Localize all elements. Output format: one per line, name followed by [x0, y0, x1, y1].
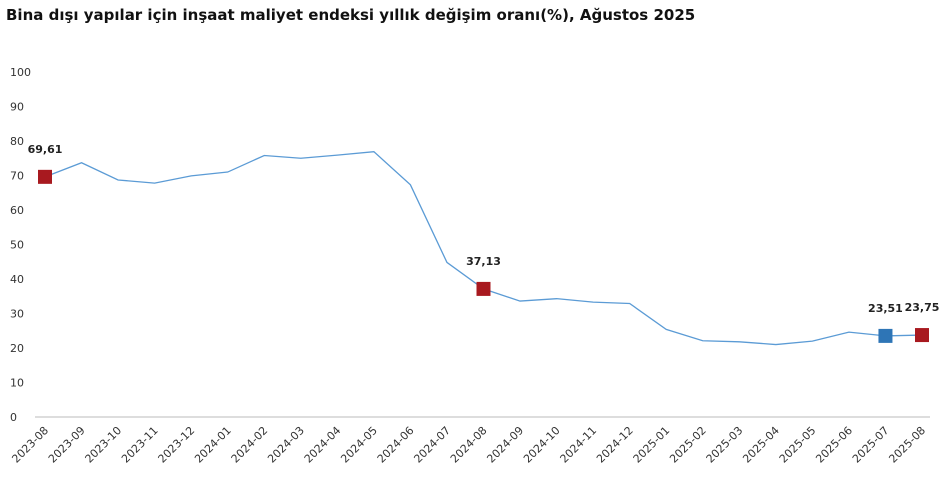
x-tick-label: 2025-05	[777, 424, 819, 466]
y-tick-label: 10	[10, 377, 24, 390]
y-tick-label: 30	[10, 308, 24, 321]
y-tick-label: 40	[10, 273, 24, 286]
y-tick-label: 100	[10, 66, 31, 79]
y-tick-label: 60	[10, 204, 24, 217]
data-label: 69,61	[28, 143, 63, 156]
x-tick-label: 2025-02	[667, 424, 709, 466]
x-tick-label: 2024-07	[411, 424, 453, 466]
x-tick-label: 2024-02	[229, 424, 271, 466]
marker	[476, 281, 491, 296]
x-tick-label: 2025-08	[886, 424, 928, 466]
x-tick-label: 2024-12	[594, 424, 636, 466]
x-tick-label: 2024-01	[192, 424, 234, 466]
x-tick-label: 2024-03	[265, 424, 307, 466]
x-tick-label: 2023-11	[119, 424, 161, 466]
x-tick-label: 2025-01	[631, 424, 673, 466]
x-tick-label: 2024-04	[302, 424, 344, 466]
data-label: 37,13	[466, 255, 501, 268]
chart-title: Bina dışı yapılar için inşaat maliyet en…	[6, 6, 695, 24]
x-tick-label: 2025-04	[740, 424, 782, 466]
x-tick-label: 2023-12	[156, 424, 198, 466]
y-tick-label: 70	[10, 170, 24, 183]
marker	[915, 328, 929, 343]
data-label: 23,51	[868, 302, 903, 315]
marker	[38, 169, 52, 184]
x-tick-label: 2024-09	[484, 424, 526, 466]
data-label: 23,75	[905, 301, 940, 314]
x-tick-label: 2024-05	[338, 424, 380, 466]
marker	[878, 328, 893, 343]
y-tick-label: 50	[10, 239, 24, 252]
x-tick-label: 2023-09	[46, 424, 88, 466]
x-tick-label: 2024-08	[448, 424, 490, 466]
x-tick-label: 2024-06	[375, 424, 417, 466]
x-tick-label: 2025-07	[850, 424, 892, 466]
x-tick-label: 2023-08	[9, 424, 51, 466]
x-tick-label: 2025-03	[704, 424, 746, 466]
x-tick-label: 2023-10	[83, 424, 125, 466]
y-tick-label: 90	[10, 101, 24, 114]
x-tick-label: 2025-06	[813, 424, 855, 466]
x-tick-label: 2024-11	[558, 424, 600, 466]
line	[44, 151, 923, 346]
y-tick-label: 20	[10, 342, 24, 355]
x-tick-label: 2024-10	[521, 424, 563, 466]
y-tick-label: 0	[10, 411, 17, 424]
y-tick-label: 80	[10, 135, 24, 148]
